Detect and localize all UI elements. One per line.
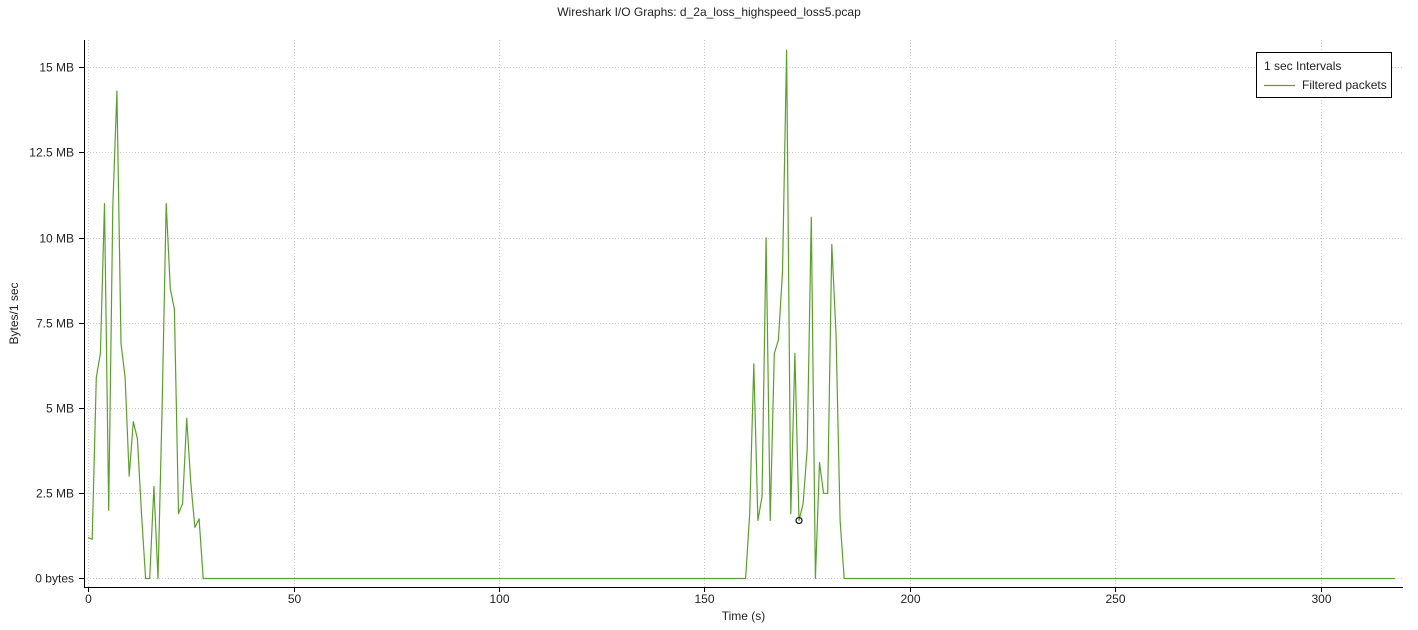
y-tick-label: 5 MB [46,402,74,416]
tick-labels: 0 bytes 2.5 MB 5 MB 7.5 MB 10 MB 12.5 MB 15 MB… [29,61,1332,607]
data-point[interactable] [189,482,192,485]
data-point[interactable] [157,577,160,580]
data-point[interactable] [132,420,135,423]
data-point[interactable] [802,502,805,505]
data-point[interactable] [752,362,755,365]
data-point[interactable] [798,519,801,522]
data-point[interactable] [136,437,139,440]
chart-title: Wireshark I/O Graphs: d_2a_loss_highspee… [557,5,861,19]
x-tick-label: 250 [1105,592,1125,606]
data-point[interactable] [822,492,825,495]
data-point[interactable] [765,236,768,239]
data-point[interactable] [847,577,850,580]
y-tick-label: 12.5 MB [29,146,74,160]
data-point[interactable] [830,243,833,246]
y-tick-label: 7.5 MB [36,317,74,331]
legend-box [1256,52,1392,98]
data-point[interactable] [835,332,838,335]
data-point[interactable] [181,502,184,505]
data-point[interactable] [107,509,110,512]
data-point[interactable] [818,461,821,464]
data-point[interactable] [177,512,180,515]
data-point[interactable] [839,519,842,522]
data-point[interactable] [810,216,813,219]
legend-title: 1 sec Intervals [1264,59,1341,73]
x-axis-label: Time (s) [722,609,766,623]
data-point[interactable] [806,448,809,451]
data-point[interactable] [173,308,176,311]
y-axis-label: Bytes/1 sec [7,282,21,344]
legend-entry-filtered-packets: Filtered packets [1302,78,1387,92]
data-point[interactable] [744,577,747,580]
data-point[interactable] [161,407,164,410]
data-point[interactable] [103,202,106,205]
data-point[interactable] [206,577,209,580]
data-point[interactable] [169,287,172,290]
y-tick-label: 10 MB [39,232,74,246]
data-point[interactable] [773,352,776,355]
series-line-filtered-packets [87,49,1395,580]
data-point[interactable] [843,577,846,580]
data-point[interactable] [128,475,131,478]
data-point[interactable] [87,536,90,539]
data-point[interactable] [789,512,792,515]
data-point[interactable] [777,338,780,341]
data-point[interactable] [91,538,94,541]
data-point[interactable] [761,495,764,498]
data-point[interactable] [99,352,102,355]
data-point[interactable] [1393,577,1396,580]
x-tick-label: 100 [489,592,509,606]
data-point[interactable] [148,577,151,580]
y-tick-label: 0 bytes [35,572,74,586]
data-point[interactable] [785,49,788,52]
y-tick-label: 2.5 MB [36,487,74,501]
data-point[interactable] [95,376,98,379]
hover-marker-circle [795,516,803,525]
grid [84,40,1403,587]
data-point[interactable] [198,517,201,520]
data-point[interactable] [202,577,205,580]
data-point[interactable] [152,485,155,488]
x-tick-label: 300 [1311,592,1331,606]
data-point[interactable] [781,270,784,273]
data-point[interactable] [193,526,196,529]
x-tick-label: 150 [694,592,714,606]
data-point[interactable] [124,376,127,379]
series-layer [87,49,1396,580]
data-point[interactable] [165,202,168,205]
data-point[interactable] [120,342,123,345]
x-tick-label: 0 [85,592,92,606]
data-point[interactable] [793,352,796,355]
data-point[interactable] [115,90,118,93]
data-point[interactable] [140,512,143,515]
x-tick-label: 200 [900,592,920,606]
data-point[interactable] [144,577,147,580]
axes [84,40,1403,588]
data-point[interactable] [826,492,829,495]
y-tick-label: 15 MB [39,61,74,75]
data-point[interactable] [756,519,759,522]
data-point[interactable] [111,206,114,209]
data-point[interactable] [185,417,188,420]
data-point[interactable] [748,512,751,515]
data-point[interactable] [814,577,817,580]
x-tick-label: 50 [288,592,302,606]
legend[interactable]: 1 sec Intervals Filtered packets [1256,52,1392,98]
data-point[interactable] [769,519,772,522]
